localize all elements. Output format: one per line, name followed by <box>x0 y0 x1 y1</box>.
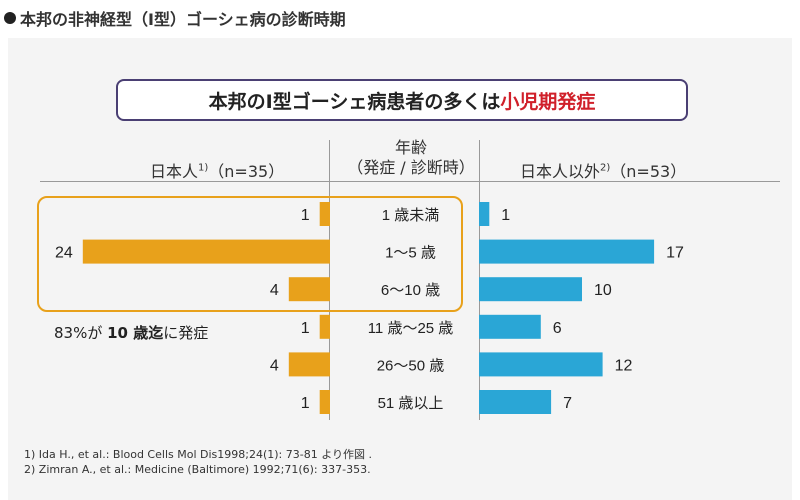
page-title: 本邦の非神経型（Ⅰ型）ゴーシェ病の診断時期 <box>4 6 346 30</box>
bar-other-2 <box>479 277 582 302</box>
value-label-other-3: 6 <box>553 320 562 337</box>
left-header-label: 日本人 <box>150 162 199 181</box>
note-bold: 10 歳迄 <box>107 324 164 342</box>
bullet-icon <box>4 12 16 24</box>
left-header-n: （n=35） <box>208 162 285 181</box>
footnote-1: 1) Ida H., et al.: Blood Cells Mol Dis19… <box>24 448 372 461</box>
center-header-line1: 年齢 <box>394 138 427 157</box>
value-label-other-2: 10 <box>594 282 612 299</box>
under-10-highlight-box <box>37 196 463 312</box>
category-label-5: 51 歳以上 <box>378 395 444 412</box>
right-header-n: （n=53） <box>610 162 687 181</box>
bar-japan-3 <box>319 314 330 339</box>
value-label-japan-3: 1 <box>301 320 310 337</box>
bar-other-3 <box>479 314 541 339</box>
bar-other-1 <box>479 239 655 264</box>
value-label-japan-2: 4 <box>270 282 279 299</box>
category-label-3: 11 歳〜25 歳 <box>368 320 454 337</box>
value-label-japan-1: 24 <box>55 245 73 262</box>
category-label-1: 1〜5 歳 <box>385 245 436 262</box>
value-label-japan-5: 1 <box>301 395 310 412</box>
value-label-other-0: 1 <box>501 207 510 224</box>
bar-other-4 <box>479 352 603 377</box>
bar-japan-0 <box>319 202 330 226</box>
bar-japan-2 <box>288 277 330 302</box>
category-label-0: 1 歳未満 <box>382 207 440 224</box>
left-column-header: 日本人1)（n=35） <box>150 158 284 182</box>
value-label-japan-0: 1 <box>301 207 310 224</box>
bar-other-5 <box>479 390 552 414</box>
value-label-japan-4: 4 <box>270 357 279 374</box>
center-header-line2: （発症 / 診断時） <box>347 158 475 177</box>
right-header-ref: 2) <box>600 162 611 174</box>
category-label-2: 6〜10 歳 <box>381 282 440 299</box>
bar-japan-1 <box>82 239 330 264</box>
category-label-4: 26〜50 歳 <box>377 357 445 374</box>
headline-text: 本邦のⅠ型ゴーシェ病患者の多くは <box>208 90 501 113</box>
headline-accent: 小児期発症 <box>500 90 596 113</box>
headline-box: 本邦のⅠ型ゴーシェ病患者の多くは 小児期発症 <box>116 79 688 121</box>
page-title-text: 本邦の非神経型（Ⅰ型）ゴーシェ病の診断時期 <box>20 10 346 29</box>
footnote-2: 2) Zimran A., et al.: Medicine (Baltimor… <box>24 463 371 476</box>
note-rest: に発症 <box>163 324 209 342</box>
bar-other-0 <box>479 202 490 226</box>
annotation-note: 83%が 10 歳迄に発症 <box>54 322 208 343</box>
note-pct: 83%が <box>54 324 108 342</box>
right-header-label: 日本人以外 <box>520 162 601 181</box>
right-column-header: 日本人以外2)（n=53） <box>520 158 686 182</box>
value-label-other-4: 12 <box>615 357 633 374</box>
header-divider <box>40 181 780 182</box>
bar-japan-5 <box>319 390 330 414</box>
center-column-header: 年齢 （発症 / 診断時） <box>336 138 486 178</box>
value-label-other-5: 7 <box>563 395 572 412</box>
value-label-other-1: 17 <box>666 245 684 262</box>
left-header-ref: 1) <box>198 162 209 174</box>
bar-japan-4 <box>288 352 330 377</box>
